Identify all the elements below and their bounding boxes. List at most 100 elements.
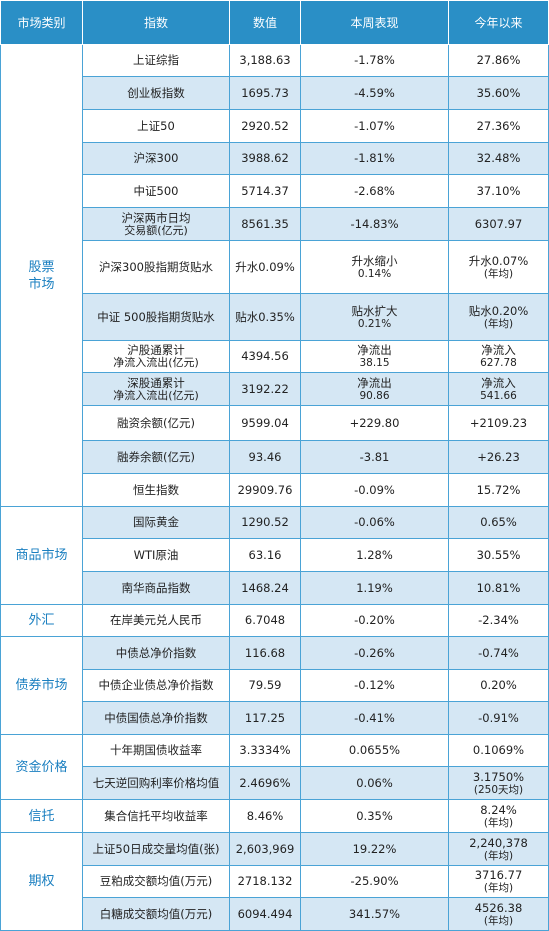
table-row: 沪股通累计 净流入流出(亿元) 4394.56 净流出 38.15 净流入 627.78 <box>1 340 549 373</box>
ytd-change-cell: -2.34% <box>448 604 549 637</box>
category-cell: 期权 <box>0 832 83 931</box>
index-name-cell: 在岸美元兑人民币 <box>82 604 230 637</box>
table-row: 债券市场 中债总净价指数 116.68 -0.26% -0.74% <box>0 636 549 735</box>
value-cell: 117.25 <box>229 701 301 735</box>
value-cell: 9599.04 <box>229 405 301 441</box>
ytd-change-cell: 0.65% <box>448 506 549 539</box>
week-change-cell-line: 341.57% <box>348 906 401 921</box>
header-value: 数值 <box>229 0 301 45</box>
index-name-cell: 沪深300 <box>82 142 230 175</box>
category-label: 股票 <box>28 259 55 275</box>
week-change-cell-line: 19.22% <box>352 841 397 856</box>
week-change-cell-line: -1.81% <box>354 151 395 165</box>
ytd-change-cell-line: 净流入 <box>481 343 516 357</box>
ytd-change-cell: -0.74% <box>448 636 549 670</box>
header-row: 市场类别 指数 数值 本周表现 今年以来 <box>0 0 549 45</box>
index-name-cell: 国际黄金 <box>82 506 230 539</box>
ytd-change-cell-line: 3.1750% <box>472 769 525 784</box>
table-row: 资金价格 十年期国债收益率 3.3334% 0.0655% 0.1069% <box>0 734 549 800</box>
ytd-change-cell: 35.60% <box>448 76 549 110</box>
value-cell: 2.4696% <box>229 766 301 800</box>
ytd-change-cell: +2109.23 <box>448 405 549 441</box>
week-change-cell-line: 1.28% <box>356 547 393 562</box>
week-change-cell-line: -2.68% <box>354 183 395 198</box>
ytd-change-cell-line: 2,240,378 <box>469 835 528 850</box>
ytd-change-cell: 净流入 541.66 <box>448 372 549 406</box>
ytd-change-cell-line: 541.66 <box>480 389 517 402</box>
ytd-change-cell: 3.1750% (250天均) <box>448 766 549 800</box>
value-cell: 5714.37 <box>229 174 301 208</box>
index-name-cell-line: 十年期国债收益率 <box>110 743 202 757</box>
week-change-cell: +229.80 <box>300 405 449 441</box>
index-name-cell: 十年期国债收益率 <box>82 734 230 767</box>
ytd-change-cell-line: 35.60% <box>476 85 521 100</box>
index-name-cell: 集合信托平均收益率 <box>82 799 230 833</box>
index-name-cell: 上证综指 <box>82 44 230 77</box>
ytd-change-cell-line: 8.24% <box>480 802 517 817</box>
week-change-cell-line: 升水缩小 <box>351 253 398 268</box>
index-name-cell-line: 豆粕成交额均值(万元) <box>99 874 213 888</box>
table-row: 融资余额(亿元) 9599.04 +229.80 +2109.23 <box>1 405 549 441</box>
table-row: 上证50 2920.52 -1.07% 27.36% <box>1 109 549 143</box>
ytd-change-cell-line: 净流入 <box>481 375 516 390</box>
ytd-change-cell: 30.55% <box>448 538 549 572</box>
index-name-cell-line: 融券余额(亿元) <box>117 449 195 464</box>
category-label: 债券市场 <box>15 678 68 693</box>
week-change-cell-line: -0.09% <box>354 482 395 497</box>
week-change-cell: 0.0655% <box>300 734 449 767</box>
ytd-change-cell-line: +26.23 <box>477 449 520 464</box>
ytd-change-cell: 升水0.07% (年均) <box>448 240 549 294</box>
value-cell: 63.16 <box>229 538 301 572</box>
week-change-cell-line: -4.59% <box>354 85 395 100</box>
category-cell: 商品市场 <box>0 506 83 605</box>
ytd-change-cell: 6307.97 <box>448 207 549 241</box>
ytd-change-cell: 净流入 627.78 <box>448 340 549 373</box>
value-cell: 116.68 <box>229 636 301 670</box>
table-row: 期权 上证50日成交量均值(张) 2,603,969 19.22% 2,240,378(… <box>0 832 549 931</box>
value-cell: 升水0.09% <box>229 240 301 294</box>
index-name-cell: 七天逆回购利率价格均值 <box>82 766 230 800</box>
index-name-cell: 创业板指数 <box>82 76 230 110</box>
table-row: 南华商品指数 1468.24 1.19% 10.81% <box>1 571 549 605</box>
ytd-change-cell: 32.48% <box>448 142 549 175</box>
index-name-cell-line: 集合信托平均收益率 <box>104 808 208 823</box>
week-change-cell: -4.59% <box>300 76 449 110</box>
index-name-cell-line: 中证 500股指期货贴水 <box>97 309 215 324</box>
value-cell: 2920.52 <box>229 109 301 143</box>
category-label: 市场 <box>28 276 55 292</box>
week-change-cell: 净流出 38.15 <box>300 340 449 373</box>
ytd-change-cell-line: 6307.97 <box>474 216 523 231</box>
index-name-cell-line: 创业板指数 <box>127 85 185 100</box>
ytd-change-cell-line: 4526.38 <box>474 900 523 915</box>
ytd-change-cell: 0.20% <box>448 669 549 702</box>
ytd-change-cell-line: 32.48% <box>476 151 521 165</box>
index-name-cell: 上证50日成交量均值(张) <box>82 832 230 866</box>
week-change-cell-line: +229.80 <box>349 415 400 430</box>
value-cell: 79.59 <box>229 669 301 702</box>
ytd-change-cell-line: 15.72% <box>476 482 521 497</box>
week-change-cell-line: 0.21% <box>357 317 392 330</box>
week-change-cell-line: 90.86 <box>359 389 390 402</box>
week-change-cell-line: -0.20% <box>354 613 395 627</box>
week-change-cell-line: 贴水扩大 <box>351 303 398 318</box>
value-cell: 3,188.63 <box>229 44 301 77</box>
week-change-cell: 341.57% <box>300 897 449 931</box>
ytd-change-cell-line: (250天均) <box>473 783 524 796</box>
value-cell: 6094.494 <box>229 897 301 931</box>
index-name-cell-line: 沪深两市日均 <box>121 210 191 225</box>
value-cell: 2,603,969 <box>229 832 301 866</box>
week-change-cell: -3.81 <box>300 440 449 474</box>
table-row: 沪深两市日均 交易额(亿元) 8561.35 -14.83% 6307.97 <box>1 207 549 241</box>
week-change-cell: 0.35% <box>300 799 449 833</box>
index-name-cell-line: 净流入流出(亿元) <box>113 356 199 369</box>
ytd-change-cell: 15.72% <box>448 473 549 507</box>
table-row: 股票 市场 上证综指 3,188.63 -1.78% 27.86% <box>0 44 549 507</box>
week-change-cell: -0.20% <box>300 604 449 637</box>
value-cell: 6.7048 <box>229 604 301 637</box>
week-change-cell-line: -14.83% <box>350 216 399 231</box>
table-row: 外汇 在岸美元兑人民币 6.7048 -0.20% -2.34% <box>0 604 549 637</box>
header-ytd: 今年以来 <box>448 0 549 45</box>
week-change-cell: 升水缩小 0.14% <box>300 240 449 294</box>
index-name-cell: 沪股通累计 净流入流出(亿元) <box>82 340 230 373</box>
